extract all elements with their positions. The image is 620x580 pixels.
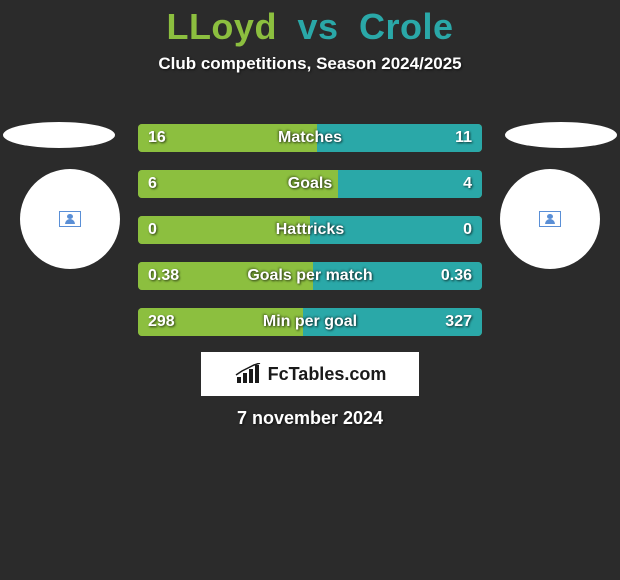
title-player2: Crole [359,6,454,47]
avatar-placeholder-icon [59,211,81,227]
bar-row: 0.380.36Goals per match [138,262,482,290]
title-vs: vs [297,6,338,47]
title-player1: LLoyd [166,6,276,47]
bar-label: Min per goal [138,308,482,336]
decorative-ellipse-right [505,122,617,148]
bar-row: 298327Min per goal [138,308,482,336]
bar-row: 1611Matches [138,124,482,152]
bar-label: Goals per match [138,262,482,290]
date-text: 7 november 2024 [0,408,620,429]
comparison-bars: 1611Matches 64Goals 00Hattricks 0.380.36Goa… [138,124,482,354]
avatar-placeholder-icon [539,211,561,227]
player-avatar-left [20,169,120,269]
bar-label: Goals [138,170,482,198]
brand-box: FcTables.com [201,352,419,396]
bar-label: Matches [138,124,482,152]
bar-row: 64Goals [138,170,482,198]
bar-row: 00Hattricks [138,216,482,244]
decorative-ellipse-left [3,122,115,148]
brand-text: FcTables.com [268,364,387,385]
subtitle: Club competitions, Season 2024/2025 [0,54,620,74]
page-title: LLoyd vs Crole [0,0,620,48]
brand-chart-icon [234,363,262,385]
bar-label: Hattricks [138,216,482,244]
player-avatar-right [500,169,600,269]
